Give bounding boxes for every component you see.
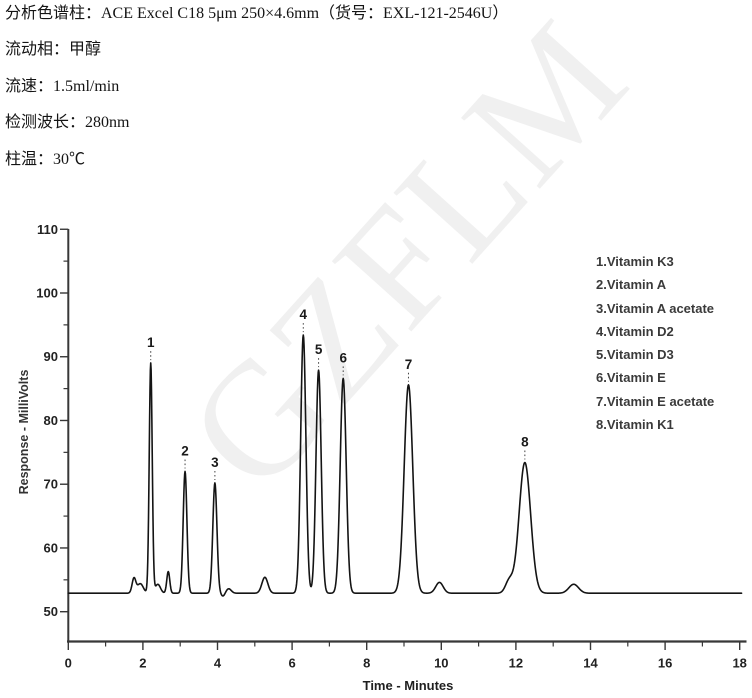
y-axis-tick-label: 110 [37, 222, 58, 237]
peak-label-6: 6 [339, 350, 347, 365]
condition-wavelength: 检测波长：280nm [5, 114, 130, 131]
x-axis-tick-label: 6 [288, 656, 295, 671]
peak-label-2: 2 [181, 443, 189, 458]
legend-item-8: 8.Vitamin K1 [596, 417, 674, 433]
y-axis-tick-label: 50 [44, 604, 58, 619]
x-axis-tick-label: 14 [583, 656, 598, 671]
legend-item-6: 6.Vitamin E [596, 370, 666, 386]
peak-label-7: 7 [405, 357, 413, 372]
peak-label-3: 3 [211, 455, 219, 470]
peak-legend: 1.Vitamin K3 2.Vitamin A 3.Vitamin A aceta… [596, 250, 714, 436]
x-axis-tick-label: 18 [732, 656, 746, 671]
legend-item-4: 4.Vitamin D2 [596, 323, 674, 339]
y-axis-tick-label: 80 [44, 413, 58, 428]
x-axis-tick-label: 8 [363, 656, 370, 671]
legend-item-1: 1.Vitamin K3 [596, 254, 674, 269]
peak-label-1: 1 [147, 335, 155, 350]
condition-column: 分析色谱柱：ACE Excel C18 5μm 250×4.6mm（货号：EXL… [5, 5, 509, 22]
x-axis-tick-label: 0 [65, 656, 72, 671]
condition-flow-rate: 流速：1.5ml/min [5, 78, 120, 95]
x-axis-title: Time - Minutes [363, 678, 454, 693]
x-axis-tick-label: 4 [214, 656, 222, 671]
legend-item-3: 3.Vitamin A acetate [596, 300, 715, 316]
y-axis-tick-label: 70 [44, 477, 58, 492]
legend-item-5: 5.Vitamin D3 [596, 347, 674, 363]
peak-label-5: 5 [315, 342, 323, 357]
peak-number-labels: 1 2 3 4 5 6 7 8 [147, 307, 529, 480]
y-axis-tick-label: 60 [44, 540, 58, 555]
x-axis-tick-label: 12 [509, 656, 523, 671]
condition-column-temp: 柱温：30℃ [5, 151, 86, 168]
axes [60, 228, 747, 650]
y-axis-title: Response - MilliVolts [17, 370, 31, 495]
legend-item-2: 2.Vitamin A [596, 277, 667, 293]
x-axis-tick-label: 2 [139, 656, 146, 671]
legend-item-7: 7.Vitamin E acetate [596, 393, 715, 409]
chromatogram-trace [67, 334, 743, 597]
x-axis-tick-label: 16 [658, 656, 672, 671]
condition-mobile-phase: 流动相：甲醇 [5, 41, 102, 58]
x-axis-tick-label: 10 [434, 656, 448, 671]
peak-label-4: 4 [300, 307, 308, 322]
peak-label-8: 8 [521, 435, 529, 450]
y-axis-tick-label: 100 [36, 286, 58, 301]
y-axis-tick-label: 90 [44, 349, 58, 364]
